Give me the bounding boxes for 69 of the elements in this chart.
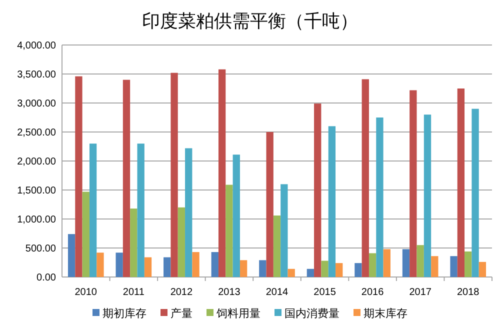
bar	[122, 80, 130, 277]
y-tick-label: 0.00	[36, 272, 56, 284]
bar	[82, 192, 90, 277]
bar	[450, 256, 458, 277]
bar	[170, 72, 178, 277]
y-tick-label: 2,500.00	[17, 128, 56, 138]
bar	[273, 216, 281, 277]
bar	[472, 108, 479, 277]
bar	[402, 249, 410, 277]
x-tick-label: 2014	[266, 287, 289, 298]
bar	[89, 144, 97, 277]
bar	[116, 252, 123, 277]
bar	[383, 249, 390, 277]
x-tick-label: 2013	[218, 287, 241, 298]
bar	[218, 69, 226, 277]
legend-label: 期末库存	[364, 307, 408, 320]
x-tick-label: 2012	[170, 287, 194, 298]
bar	[376, 118, 384, 277]
bar	[232, 154, 240, 277]
bar	[137, 144, 144, 277]
bar	[431, 256, 438, 277]
y-tick-label: 4,000.00	[17, 40, 56, 52]
legend-label: 国内消费量	[284, 307, 340, 320]
bar	[478, 262, 486, 277]
y-tick-label: 3,500.00	[17, 70, 56, 80]
bar	[288, 268, 295, 277]
bar	[464, 251, 472, 277]
bar	[130, 208, 138, 277]
y-tick-label: 2,000.00	[17, 156, 56, 168]
y-tick-label: 500.00	[25, 244, 56, 254]
x-tick-label: 2011	[122, 287, 145, 298]
bar	[328, 126, 336, 277]
bar	[362, 79, 369, 277]
bar	[336, 263, 343, 277]
bar	[321, 260, 328, 277]
x-tick-label: 2018	[456, 287, 480, 298]
bar	[240, 260, 248, 277]
x-tick-label: 2015	[314, 287, 336, 298]
bar	[306, 268, 314, 277]
chart-title: 印度菜粕供需平衡（千吨）	[142, 11, 358, 31]
x-tick-label: 2010	[74, 287, 98, 298]
bar	[68, 234, 76, 277]
y-tick-label: 3,000.00	[17, 98, 56, 110]
x-tick-label: 2016	[361, 287, 384, 298]
bar	[164, 257, 171, 277]
legend-label: 产量	[170, 307, 192, 320]
bar	[410, 90, 417, 277]
bar	[424, 114, 432, 277]
bar	[226, 184, 233, 277]
bar	[192, 252, 200, 277]
bar	[457, 88, 465, 277]
legend-label: 饲料用量	[216, 307, 260, 320]
x-tick-label: 2017	[409, 287, 432, 298]
bar	[266, 132, 274, 277]
bar	[185, 148, 192, 277]
bar	[314, 104, 322, 277]
y-tick-label: 1,000.00	[17, 214, 56, 226]
bar	[280, 184, 288, 277]
y-tick-label: 1,500.00	[17, 186, 56, 196]
bar	[368, 253, 376, 277]
bar	[144, 257, 152, 277]
bar	[354, 263, 362, 277]
bar	[416, 245, 424, 277]
bar	[96, 252, 104, 277]
bar	[178, 207, 186, 277]
bar	[75, 76, 82, 277]
bar	[211, 252, 218, 277]
bar	[259, 260, 266, 277]
legend-label: 期初库存	[102, 307, 146, 320]
